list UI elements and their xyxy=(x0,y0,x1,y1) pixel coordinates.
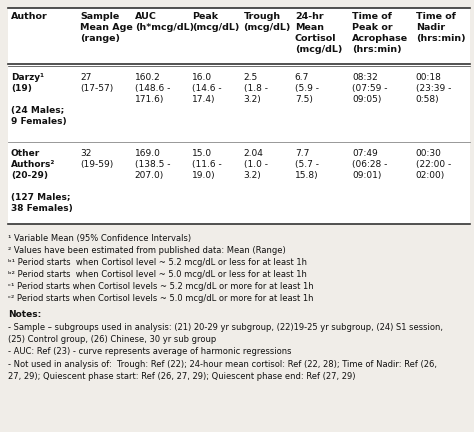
Text: ᵇ¹ Period starts  when Cortisol level ~ 5.2 mcg/dL or less for at least 1h: ᵇ¹ Period starts when Cortisol level ~ 5… xyxy=(8,258,307,267)
Text: - Not used in analysis of:  Trough: Ref (22); 24-hour mean cortisol: Ref (22, 28: - Not used in analysis of: Trough: Ref (… xyxy=(8,360,437,381)
Text: Author: Author xyxy=(11,12,48,21)
Text: 7.7
(5.7 -
15.8): 7.7 (5.7 - 15.8) xyxy=(295,149,319,180)
Text: 6.7
(5.9 -
7.5): 6.7 (5.9 - 7.5) xyxy=(295,73,319,104)
Text: Trough
(mcg/dL): Trough (mcg/dL) xyxy=(244,12,291,32)
Text: 00:30
(22:00 -
02:00): 00:30 (22:00 - 02:00) xyxy=(416,149,451,180)
Text: - AUC: Ref (23) - curve represents average of harmonic regressions: - AUC: Ref (23) - curve represents avera… xyxy=(8,347,292,356)
Text: 16.0
(14.6 -
17.4): 16.0 (14.6 - 17.4) xyxy=(192,73,222,104)
Text: - Sample – subgroups used in analysis: (21) 20-29 yr subgroup, (22)19-25 yr subg: - Sample – subgroups used in analysis: (… xyxy=(8,323,443,344)
Text: ² Values have been estimated from published data: Mean (Range): ² Values have been estimated from publis… xyxy=(8,246,286,255)
Text: AUC
(h*mcg/dL): AUC (h*mcg/dL) xyxy=(135,12,194,32)
Text: 160.2
(148.6 -
171.6): 160.2 (148.6 - 171.6) xyxy=(135,73,170,104)
Text: 27
(17-57): 27 (17-57) xyxy=(81,73,114,93)
Text: 2.5
(1.8 -
3.2): 2.5 (1.8 - 3.2) xyxy=(244,73,267,104)
Bar xyxy=(8,8,470,224)
Text: 08:32
(07:59 -
09:05): 08:32 (07:59 - 09:05) xyxy=(352,73,388,104)
Text: ᶜ¹ Period starts when Cortisol levels ~ 5.2 mcg/dL or more for at least 1h: ᶜ¹ Period starts when Cortisol levels ~ … xyxy=(8,282,314,291)
Text: 2.04
(1.0 -
3.2): 2.04 (1.0 - 3.2) xyxy=(244,149,267,180)
Text: Other
Authors²
(20-29)

(127 Males;
38 Females): Other Authors² (20-29) (127 Males; 38 Fe… xyxy=(11,149,73,213)
Text: ᵇ² Period starts  when Cortisol level ~ 5.0 mcg/dL or less for at least 1h: ᵇ² Period starts when Cortisol level ~ 5… xyxy=(8,270,307,279)
Text: 07:49
(06:28 -
09:01): 07:49 (06:28 - 09:01) xyxy=(352,149,388,180)
Text: ¹ Variable Mean (95% Confidence Intervals): ¹ Variable Mean (95% Confidence Interval… xyxy=(8,234,191,243)
Text: Sample
Mean Age
(range): Sample Mean Age (range) xyxy=(81,12,133,43)
Text: 00:18
(23:39 -
0:58): 00:18 (23:39 - 0:58) xyxy=(416,73,451,104)
Text: 32
(19-59): 32 (19-59) xyxy=(81,149,114,169)
Text: Notes:: Notes: xyxy=(8,310,41,319)
Text: Peak
(mcg/dL): Peak (mcg/dL) xyxy=(192,12,239,32)
Text: 169.0
(138.5 -
207.0): 169.0 (138.5 - 207.0) xyxy=(135,149,170,180)
Text: Time of
Peak or
Acrophase
(hrs:min): Time of Peak or Acrophase (hrs:min) xyxy=(352,12,408,54)
Text: 15.0
(11.6 -
19.0): 15.0 (11.6 - 19.0) xyxy=(192,149,222,180)
Text: 24-hr
Mean
Cortisol
(mcg/dL): 24-hr Mean Cortisol (mcg/dL) xyxy=(295,12,342,54)
Text: ᶜ² Period starts when Cortisol levels ~ 5.0 mcg/dL or more for at least 1h: ᶜ² Period starts when Cortisol levels ~ … xyxy=(8,294,313,303)
Text: Darzy¹
(19)

(24 Males;
9 Females): Darzy¹ (19) (24 Males; 9 Females) xyxy=(11,73,67,127)
Text: Time of
Nadir
(hrs:min): Time of Nadir (hrs:min) xyxy=(416,12,465,43)
